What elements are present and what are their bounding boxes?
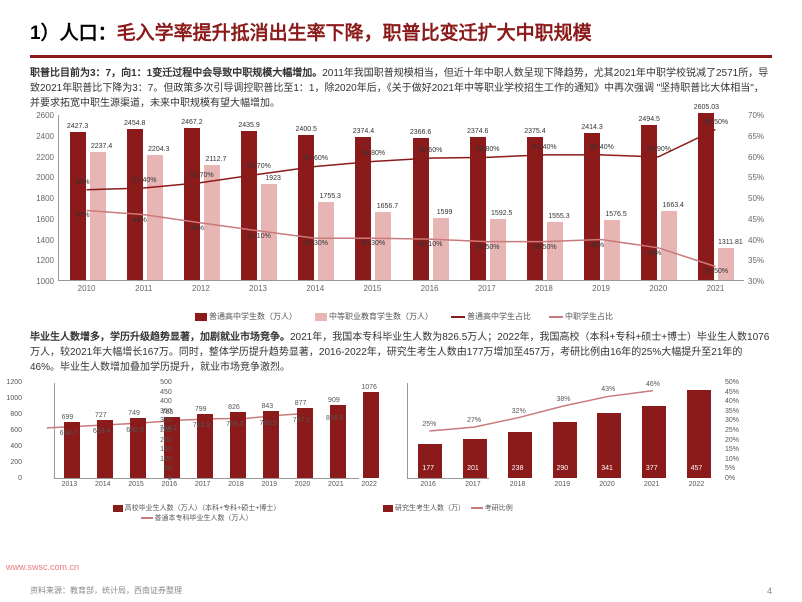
chart-3-legend: 研究生考生人数（万） 考研比例 bbox=[383, 503, 513, 513]
chart-1: 2427.32237.452%47%2454.82204.352.40%46%2… bbox=[30, 115, 772, 305]
paragraph-1: 职普比目前为3：7，向1：1变迁过程中会导致中职规模大幅增加。2011年我国职普… bbox=[0, 66, 802, 115]
chart-3: 0501001502002503003504004505000%5%10%15%… bbox=[383, 383, 513, 503]
chart-2-legend: 高校毕业生人数（万人）（本科+专科+硕士+博士） 普通本专科毕业生人数（万人） bbox=[30, 503, 363, 523]
chart-2: 0200400600800100012006992013638.77272014… bbox=[30, 383, 363, 503]
paragraph-2: 毕业生人数增多，学历升级趋势显著，加剧就业市场竞争。2021年，我国本专科毕业生… bbox=[0, 322, 802, 379]
chart-1-legend: 普通高中学生数（万人）中等职业教育学生数（万人）普通高中学生占比中职学生占比 bbox=[0, 311, 802, 322]
page-number: 4 bbox=[767, 586, 772, 596]
page-title: 1）人口：毛入学率提升抵消出生率下降，职普比变迁扩大中职规模 bbox=[30, 18, 772, 45]
watermark: www.swsc.com.cn bbox=[6, 562, 79, 572]
title-underline bbox=[30, 55, 772, 58]
source-text: 资料来源：教育部，统计局，西南证券整理 bbox=[30, 585, 182, 596]
